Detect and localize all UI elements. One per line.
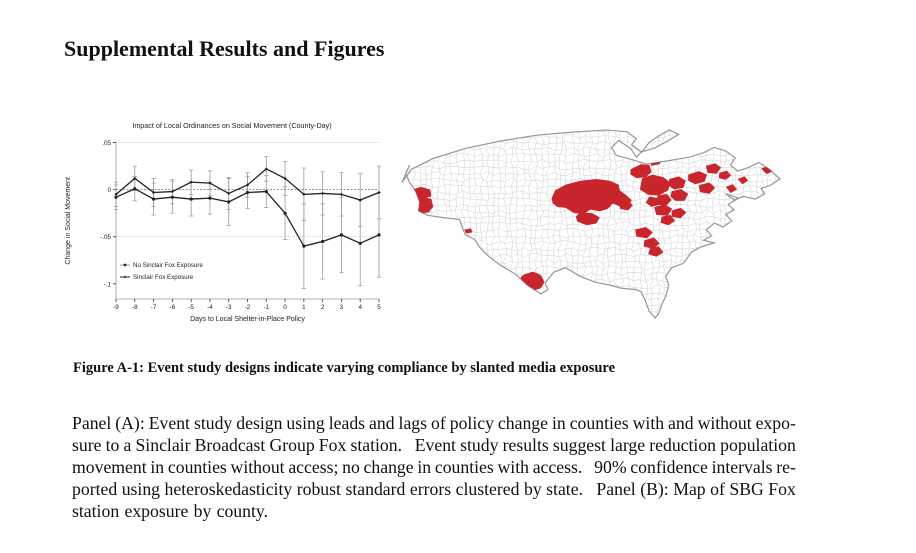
svg-text:-4: -4 <box>207 304 213 311</box>
svg-text:-6: -6 <box>170 304 176 311</box>
svg-text:-.05: -.05 <box>100 234 111 241</box>
svg-text:Impact of Local Ordinances on: Impact of Local Ordinances on Social Mov… <box>132 121 331 130</box>
svg-text:0: 0 <box>107 187 111 194</box>
svg-text:.05: .05 <box>102 140 111 147</box>
svg-text:-9: -9 <box>113 304 119 311</box>
svg-text:-7: -7 <box>151 304 157 311</box>
svg-text:2: 2 <box>321 304 325 311</box>
svg-text:-2: -2 <box>245 304 251 311</box>
svg-text:-8: -8 <box>132 304 138 311</box>
svg-text:0: 0 <box>283 304 287 311</box>
svg-text:No Sinclair Fox Exposure: No Sinclair Fox Exposure <box>133 262 203 269</box>
svg-text:-3: -3 <box>226 304 232 311</box>
svg-text:-5: -5 <box>188 304 194 311</box>
svg-text:-.1: -.1 <box>104 281 112 288</box>
svg-text:-1: -1 <box>263 304 269 311</box>
svg-text:5: 5 <box>377 304 381 311</box>
svg-text:3: 3 <box>340 304 344 311</box>
svg-text:1: 1 <box>302 304 306 311</box>
svg-text:Change in Social Movement: Change in Social Movement <box>65 177 72 265</box>
svg-text:Days to Local Shelter-in-Place: Days to Local Shelter-in-Place Policy <box>190 316 305 323</box>
svg-text:Sinclair Fox Exposure: Sinclair Fox Exposure <box>133 274 194 281</box>
svg-text:4: 4 <box>358 304 362 311</box>
